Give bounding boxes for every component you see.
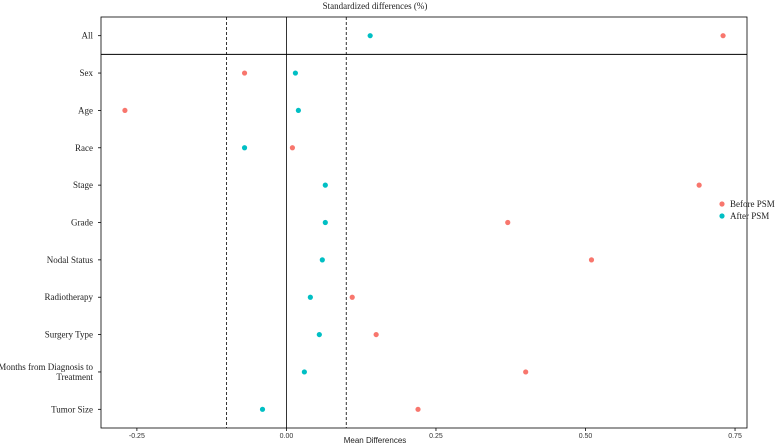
category-label: Stage bbox=[73, 180, 93, 190]
after-psm-point bbox=[322, 182, 328, 188]
category-label: Months from Diagnosis to bbox=[0, 362, 93, 372]
category-label: All bbox=[81, 31, 93, 41]
category-label: Nodal Status bbox=[47, 255, 94, 265]
legend-marker bbox=[719, 201, 725, 207]
category-label: Tumor Size bbox=[51, 404, 93, 414]
before-psm-point bbox=[349, 294, 355, 300]
x-axis-title: Mean Differences bbox=[344, 436, 407, 445]
before-psm-point bbox=[588, 257, 595, 263]
before-psm-point bbox=[373, 331, 379, 338]
category-label: Radiotherapy bbox=[45, 292, 94, 302]
legend-marker bbox=[719, 213, 725, 219]
before-psm-point bbox=[505, 219, 511, 226]
plot-border bbox=[100, 16, 748, 429]
category-label: Grade bbox=[71, 218, 93, 228]
after-psm-point bbox=[319, 257, 325, 263]
after-psm-point bbox=[316, 331, 322, 338]
category-label: Sex bbox=[80, 68, 94, 78]
after-psm-point bbox=[322, 219, 328, 226]
after-psm-point bbox=[307, 294, 313, 300]
after-psm-point bbox=[295, 107, 301, 114]
x-tick-label: 0.75 bbox=[728, 433, 742, 440]
after-psm-point bbox=[292, 70, 298, 76]
before-psm-point bbox=[696, 182, 702, 188]
legend-label: After PSM bbox=[730, 211, 769, 221]
after-psm-point bbox=[367, 33, 373, 39]
x-tick-label: 0.50 bbox=[579, 433, 593, 440]
category-label: Surgery Type bbox=[45, 330, 93, 340]
before-psm-point bbox=[289, 145, 296, 151]
before-psm-point bbox=[241, 70, 248, 76]
after-psm-point bbox=[259, 406, 266, 412]
category-label: Age bbox=[78, 105, 93, 115]
after-psm-point bbox=[301, 369, 307, 375]
before-psm-point bbox=[122, 107, 128, 114]
x-tick-label: 0.25 bbox=[429, 433, 443, 440]
x-tick-label: -0.25 bbox=[129, 433, 145, 440]
legend-label: Before PSM bbox=[730, 199, 775, 209]
before-psm-point bbox=[720, 33, 726, 39]
category-label: Race bbox=[75, 143, 93, 153]
before-psm-point bbox=[415, 406, 421, 412]
category-label: Treatment bbox=[56, 372, 93, 382]
before-psm-point bbox=[523, 369, 529, 375]
chart-title: Standardized differences (%) bbox=[323, 1, 428, 11]
after-psm-point bbox=[241, 145, 248, 151]
x-tick-label: 0.00 bbox=[280, 433, 294, 440]
